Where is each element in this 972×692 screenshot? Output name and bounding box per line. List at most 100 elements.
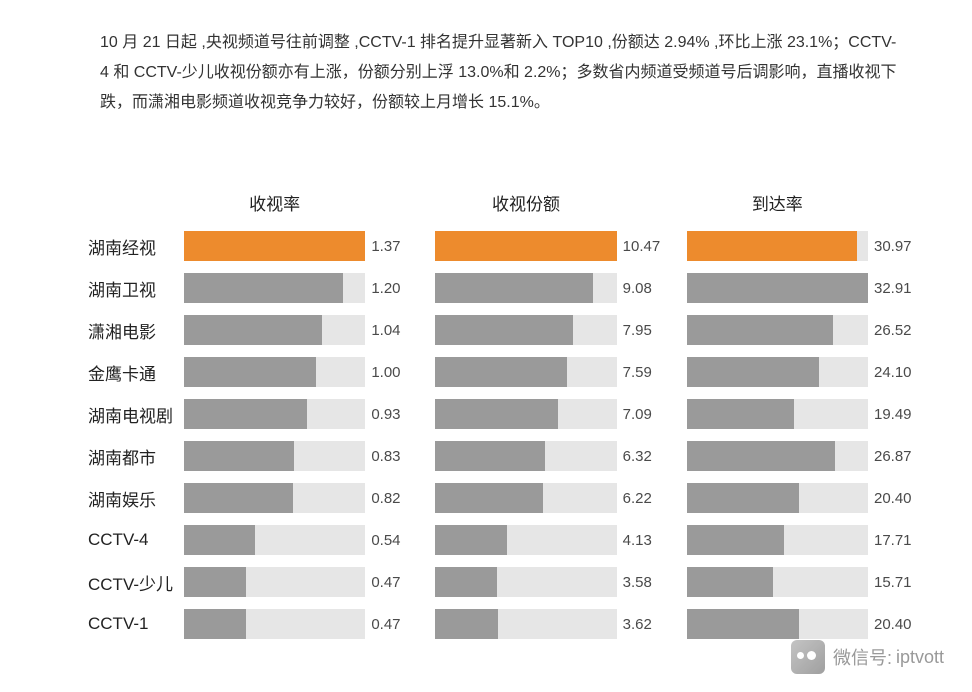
bar-cell: 19.49: [687, 399, 918, 429]
bar-fill: [184, 441, 294, 471]
bar-value: 6.22: [617, 490, 667, 507]
channel-label: 湖南卫视: [88, 276, 184, 301]
bar-fill: [184, 609, 246, 639]
bar-track: [184, 609, 365, 639]
bar-value: 0.82: [365, 490, 415, 507]
bar-fill: [184, 231, 365, 261]
bar-cell: 20.40: [687, 483, 918, 513]
bar-fill: [435, 315, 573, 345]
bar-fill: [435, 399, 558, 429]
bar-fill: [687, 441, 835, 471]
bar-fill: [184, 567, 246, 597]
bar-fill: [435, 273, 592, 303]
bar-cell: 15.71: [687, 567, 918, 597]
bar-fill: [184, 273, 343, 303]
channel-label: 金鹰卡通: [88, 360, 184, 385]
bar-value: 0.47: [365, 616, 415, 633]
bar-cell: 0.54: [184, 525, 415, 555]
bar-value: 3.62: [617, 616, 667, 633]
bar-value: 3.58: [617, 574, 667, 591]
bar-cell: 30.97: [687, 231, 918, 261]
bar-track: [687, 273, 868, 303]
bar-cell: 6.32: [435, 441, 666, 471]
table-row: CCTV-4 0.54 4.13 17.71: [88, 519, 918, 561]
bar-cell: 7.09: [435, 399, 666, 429]
bar-fill: [184, 483, 293, 513]
bar-fill: [435, 609, 498, 639]
bar-fill: [435, 567, 497, 597]
bar-value: 1.04: [365, 322, 415, 339]
bar-cell: 0.93: [184, 399, 415, 429]
data-rows: 湖南经视1.3710.4730.97湖南卫视1.209.0832.91潇湘电影1…: [88, 225, 918, 645]
col-title-share: 收视份额: [435, 190, 616, 215]
bar-value: 19.49: [868, 406, 918, 423]
bar-track: [687, 441, 868, 471]
bar-cell: 0.47: [184, 567, 415, 597]
bar-fill: [435, 231, 616, 261]
bar-cell: 26.52: [687, 315, 918, 345]
bar-cell: 1.20: [184, 273, 415, 303]
bar-track: [184, 357, 365, 387]
bar-cell: 0.83: [184, 441, 415, 471]
bar-value: 1.20: [365, 280, 415, 297]
bar-value: 26.52: [868, 322, 918, 339]
bar-value: 30.97: [868, 238, 918, 255]
table-row: 湖南都市0.836.3226.87: [88, 435, 918, 477]
watermark-account: iptvott: [896, 647, 944, 668]
bar-fill: [435, 357, 566, 387]
bar-track: [435, 483, 616, 513]
table-row: 湖南电视剧0.937.0919.49: [88, 393, 918, 435]
bar-fill: [687, 399, 794, 429]
bar-fill: [184, 315, 322, 345]
bar-track: [435, 441, 616, 471]
bar-track: [184, 399, 365, 429]
bar-cell: 1.04: [184, 315, 415, 345]
bar-value: 7.09: [617, 406, 667, 423]
intro-text: 10 月 21 日起 ,央视频道号往前调整 ,CCTV-1 排名提升显著新入 T…: [100, 28, 900, 118]
bar-fill: [435, 441, 544, 471]
channel-label: CCTV-少儿: [88, 570, 184, 595]
bar-value: 17.71: [868, 532, 918, 549]
bar-cell: 24.10: [687, 357, 918, 387]
bar-track: [687, 609, 868, 639]
bar-value: 1.00: [365, 364, 415, 381]
bar-value: 7.59: [617, 364, 667, 381]
bar-fill: [687, 483, 799, 513]
chart-header: 收视率 收视份额 到达率: [88, 190, 918, 215]
table-row: 湖南娱乐 0.82 6.22 20.40: [88, 477, 918, 519]
channel-label: CCTV-4: [88, 530, 184, 550]
bar-track: [687, 525, 868, 555]
channel-label: CCTV-1: [88, 614, 184, 634]
col-title-reach: 到达率: [687, 190, 868, 215]
bar-track: [687, 231, 868, 261]
bar-track: [435, 567, 616, 597]
bar-cell: 7.59: [435, 357, 666, 387]
bar-value: 0.54: [365, 532, 415, 549]
bar-track: [435, 231, 616, 261]
bar-cell: 7.95: [435, 315, 666, 345]
bar-value: 15.71: [868, 574, 918, 591]
channel-label: 湖南娱乐: [88, 486, 184, 511]
bar-track: [184, 273, 365, 303]
bar-value: 0.47: [365, 574, 415, 591]
bar-cell: 9.08: [435, 273, 666, 303]
bar-track: [687, 567, 868, 597]
bar-track: [435, 357, 616, 387]
bar-fill: [687, 273, 868, 303]
bar-fill: [184, 525, 255, 555]
bar-track: [184, 441, 365, 471]
channel-label: 湖南经视: [88, 234, 184, 259]
bar-cell: 4.13: [435, 525, 666, 555]
bar-cell: 6.22: [435, 483, 666, 513]
bar-fill: [687, 567, 774, 597]
bar-track: [435, 315, 616, 345]
bar-fill: [687, 609, 799, 639]
bar-cell: 1.37: [184, 231, 415, 261]
bar-track: [184, 315, 365, 345]
bar-fill: [687, 525, 785, 555]
table-row: CCTV-少儿 0.47 3.58 15.71: [88, 561, 918, 603]
watermark-label: 微信号:: [833, 644, 892, 670]
col-title-rating: 收视率: [184, 190, 365, 215]
bar-track: [184, 567, 365, 597]
bar-fill: [435, 525, 507, 555]
